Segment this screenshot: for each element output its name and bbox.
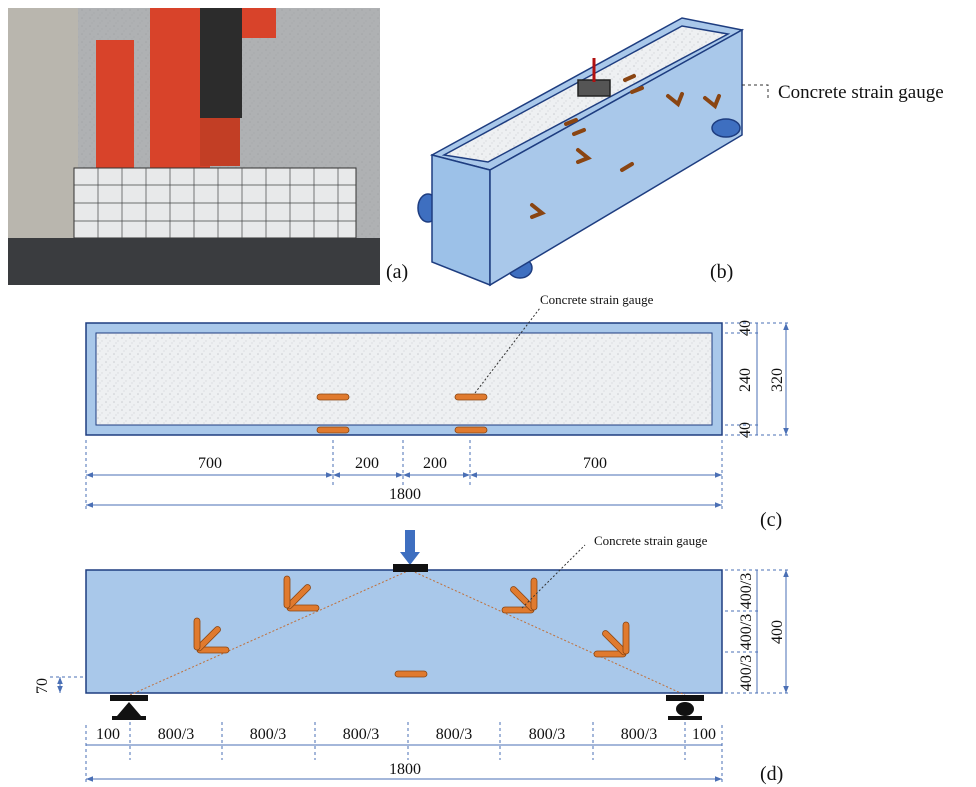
dimension-label: 800/3 [621,726,657,743]
beam-elevation [86,530,722,720]
dimension-label: 800/3 [250,726,286,743]
dimension-label: 100 [96,726,120,743]
dimension-label: 800/3 [158,726,194,743]
dimension-label: 800/3 [343,726,379,743]
panel-label: (d) [760,763,783,785]
annotation: Concrete strain gauge [778,82,944,103]
annotation: Concrete strain gauge [540,292,654,307]
dimension-label: 400/3 [738,614,755,650]
dimension-label: 800/3 [436,726,472,743]
dimension-label: 240 [737,368,754,392]
figure: (a) Concrete strain gauge (b) Concrete s… [0,0,976,787]
dimension-label: 1800 [389,761,421,778]
dimension-label: 40 [737,320,754,336]
photo [8,8,380,285]
dimension-label: 800/3 [529,726,565,743]
dimension-label: 200 [355,455,379,472]
dimension-label: 400 [769,620,786,644]
dimension-label: 200 [423,455,447,472]
dimension-label: 700 [198,455,222,472]
dimension-label: 700 [583,455,607,472]
dimension-label: 400/3 [738,655,755,691]
panel-label: (a) [386,261,408,283]
beam-plan [86,308,722,435]
beam-3d [418,18,768,285]
dimension-label: 400/3 [738,573,755,609]
dimension-label: 100 [692,726,716,743]
panel-label: (b) [710,261,733,283]
dimension-label: 320 [769,368,786,392]
panel-label: (c) [760,509,782,531]
dimension-label: 1800 [389,486,421,503]
dimension-label: 40 [737,422,754,438]
dimension-label: 70 [34,678,51,694]
annotation: Concrete strain gauge [594,533,708,548]
